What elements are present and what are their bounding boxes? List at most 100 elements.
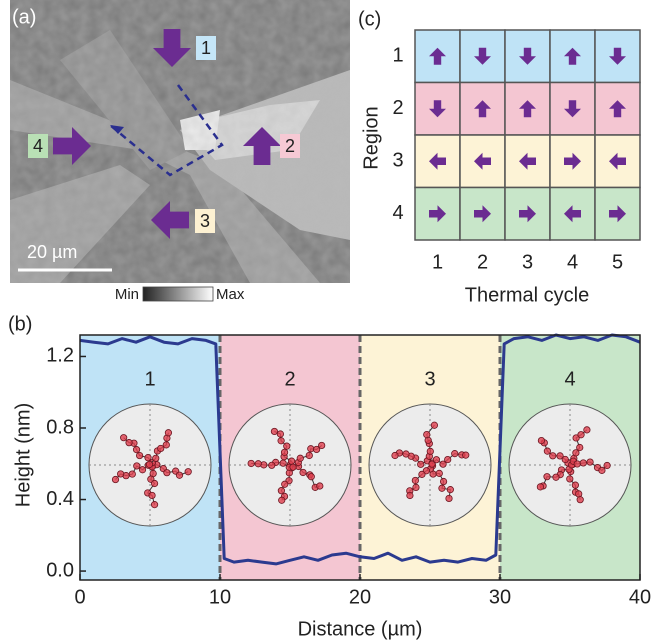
inset-point xyxy=(277,431,283,437)
x-axis-label: Distance (µm) xyxy=(298,618,423,640)
inset-point xyxy=(445,456,451,462)
inset-point xyxy=(433,456,439,462)
row-label: 3 xyxy=(392,150,403,172)
inset-point xyxy=(572,482,578,488)
inset-point xyxy=(120,434,126,440)
inset-point xyxy=(407,492,413,498)
x-tick-label: 20 xyxy=(349,586,371,608)
inset-point xyxy=(308,474,314,480)
inset-point xyxy=(136,452,142,458)
inset-point xyxy=(165,430,171,436)
inset-point xyxy=(297,455,303,461)
inset-point xyxy=(151,480,157,486)
panel-label: (b) xyxy=(8,313,32,335)
column-label: 5 xyxy=(612,251,623,273)
inset-point xyxy=(452,450,458,456)
inset-point xyxy=(164,469,170,475)
panel-label: (a) xyxy=(12,6,36,28)
inset-point xyxy=(149,492,155,498)
inset-point xyxy=(463,452,469,458)
x-tick-label: 30 xyxy=(489,586,511,608)
inset-point xyxy=(282,481,288,487)
inset-point xyxy=(418,461,424,467)
inset-point xyxy=(112,476,118,482)
inset-point xyxy=(412,477,418,483)
inset-point xyxy=(129,471,135,477)
inset-point xyxy=(284,443,290,449)
row-label: 4 xyxy=(392,202,403,224)
y-tick-label: 1.2 xyxy=(46,345,74,367)
inset-point xyxy=(163,442,169,448)
inset-point xyxy=(145,454,151,460)
y-axis-label: Region xyxy=(360,106,382,169)
inset-point xyxy=(574,461,580,467)
colorbar-min: Min xyxy=(115,286,139,303)
inset-point xyxy=(576,491,582,497)
inset-point xyxy=(271,428,277,434)
colorbar xyxy=(143,287,213,301)
inset-point xyxy=(139,467,145,473)
inset-point xyxy=(317,483,323,489)
inset-point xyxy=(538,437,544,443)
inset-point xyxy=(248,460,254,466)
x-tick-label: 10 xyxy=(209,586,231,608)
inset-point xyxy=(255,461,261,467)
y-tick-label: 0.8 xyxy=(46,416,74,438)
inset-point xyxy=(439,485,445,491)
colorbar-max: Max xyxy=(216,286,245,303)
inset-point xyxy=(544,448,550,454)
inset-point xyxy=(587,459,593,465)
row-label: 1 xyxy=(392,45,403,67)
inset-point xyxy=(318,442,324,448)
inset-point xyxy=(290,464,296,470)
inset-point xyxy=(117,471,123,477)
y-tick-label: 0.0 xyxy=(46,559,74,581)
inset-point xyxy=(427,448,433,454)
x-tick-label: 0 xyxy=(74,586,85,608)
inset-point xyxy=(544,473,550,479)
region-label: 3 xyxy=(200,211,210,231)
region-label: 1 xyxy=(144,368,155,390)
inset-point xyxy=(446,495,452,501)
inset-point xyxy=(553,474,559,480)
inset-point xyxy=(280,460,286,466)
inset-point xyxy=(604,462,610,468)
inset-point xyxy=(431,422,437,428)
page: (a) 20 µm Min Max (c) Region Thermal cyc… xyxy=(0,0,654,644)
inset-point xyxy=(308,446,314,452)
x-axis-label: Thermal cycle xyxy=(465,284,589,306)
inset-point xyxy=(281,449,287,455)
inset-point xyxy=(557,453,563,459)
scale-bar-label: 20 µm xyxy=(27,242,77,262)
region-label: 3 xyxy=(424,368,435,390)
inset-point xyxy=(133,446,139,452)
column-label: 2 xyxy=(477,251,488,273)
inset-point xyxy=(176,472,182,478)
inset-point xyxy=(578,432,584,438)
inset-point xyxy=(403,451,409,457)
inset-point xyxy=(126,439,132,445)
inset-point xyxy=(567,476,573,482)
region-label: 4 xyxy=(33,136,43,156)
inset-point xyxy=(279,497,285,503)
region-label: 4 xyxy=(564,368,575,390)
region-label: 2 xyxy=(285,136,295,156)
row-label: 2 xyxy=(392,97,403,119)
inset-point xyxy=(306,452,312,458)
figure: (a) 20 µm Min Max (c) Region Thermal cyc… xyxy=(0,0,654,644)
inset-point xyxy=(278,438,284,444)
inset-point xyxy=(288,458,294,464)
inset-point xyxy=(577,496,583,502)
inset-point xyxy=(413,484,419,490)
y-tick-label: 0.4 xyxy=(46,488,74,510)
inset-point xyxy=(599,467,605,473)
region-label: 1 xyxy=(201,38,211,58)
x-tick-label: 40 xyxy=(629,586,651,608)
inset-point xyxy=(436,470,442,476)
inset-point xyxy=(419,471,425,477)
inset-point xyxy=(392,452,398,458)
inset-point xyxy=(134,463,140,469)
region-label: 2 xyxy=(284,368,295,390)
column-label: 4 xyxy=(567,251,578,273)
